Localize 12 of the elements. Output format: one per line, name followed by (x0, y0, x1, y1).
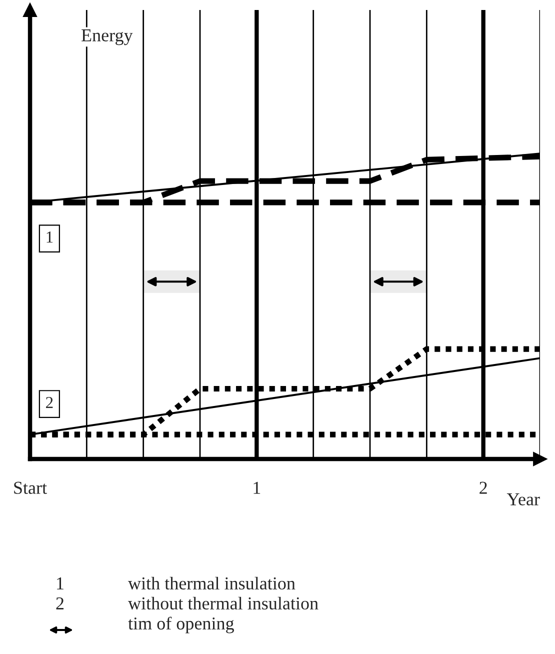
text: tim of opening (128, 616, 234, 634)
x-tick-label: 2 (480, 482, 487, 494)
series-label: 2 (46, 396, 53, 408)
text: 1 (57, 577, 64, 590)
text: with thermal insulation (128, 576, 296, 590)
text: without thermal insulation (128, 596, 318, 610)
x-axis-title: Year (506, 493, 540, 506)
text: Energy (82, 29, 133, 46)
text: 2 (56, 597, 64, 610)
x-tick-label: Start (14, 482, 47, 494)
series-label: 1 (46, 232, 53, 243)
x-tick-label: 1 (254, 482, 260, 494)
